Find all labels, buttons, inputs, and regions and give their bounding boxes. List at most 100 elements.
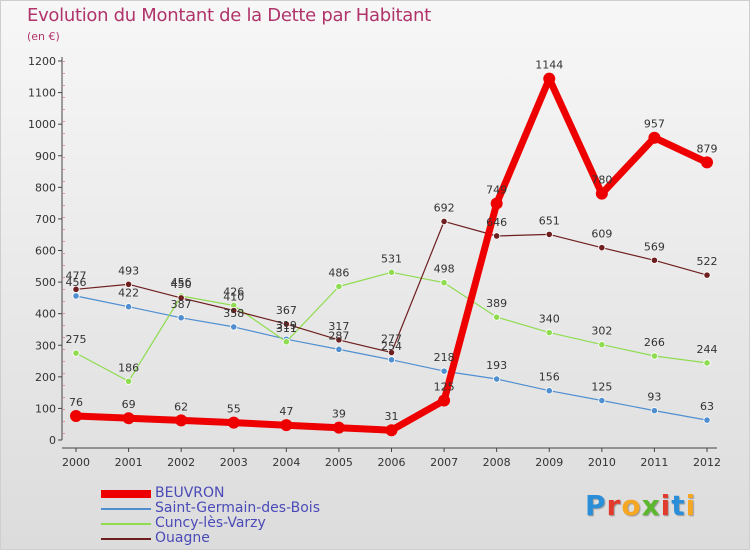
data-point	[440, 367, 448, 375]
data-label: 317	[328, 320, 349, 333]
data-point	[545, 387, 553, 395]
data-label: 47	[279, 405, 293, 418]
data-point	[703, 359, 711, 367]
data-point	[124, 280, 133, 288]
logo-letter: i	[660, 489, 672, 522]
data-label: 244	[697, 343, 718, 356]
logo-letter: i	[685, 489, 697, 522]
data-point	[122, 412, 135, 425]
data-label: 55	[227, 403, 241, 416]
legend-swatch	[101, 523, 151, 525]
data-label: 498	[434, 263, 455, 276]
logo-letter: t	[671, 489, 686, 522]
data-label: 31	[385, 410, 399, 423]
data-point	[701, 156, 713, 169]
data-point	[387, 268, 396, 276]
data-label: 410	[223, 291, 244, 304]
data-point	[703, 416, 711, 424]
data-point	[387, 348, 396, 357]
data-label: 531	[381, 252, 402, 265]
data-label: 957	[644, 118, 665, 131]
data-point	[335, 336, 343, 344]
x-tick-label: 2010	[588, 456, 616, 469]
data-label: 1144	[535, 59, 563, 72]
data-point	[703, 271, 711, 279]
data-label: 266	[644, 336, 665, 349]
data-label: 340	[539, 313, 560, 326]
data-point	[227, 416, 240, 429]
x-tick-label: 2003	[220, 456, 248, 469]
legend-label: Cuncy-lès-Varzy	[155, 515, 266, 531]
data-point	[650, 407, 659, 415]
legend-swatch	[101, 538, 151, 540]
data-label: 39	[332, 408, 346, 421]
y-tick-label: 600	[35, 245, 56, 258]
x-tick-label: 2004	[272, 456, 300, 469]
data-label: 156	[539, 371, 560, 384]
data-label: 193	[486, 359, 507, 372]
data-label: 780	[591, 174, 612, 187]
data-label: 426	[223, 285, 244, 298]
data-point	[490, 197, 503, 210]
data-point	[545, 329, 553, 337]
x-tick-label: 2012	[693, 456, 721, 469]
data-label: 93	[647, 391, 661, 404]
y-tick-label: 300	[35, 339, 56, 352]
data-label: 456	[66, 276, 87, 289]
y-tick-label: 700	[35, 213, 56, 226]
data-label: 486	[328, 267, 349, 280]
data-label: 69	[122, 398, 136, 411]
data-label: 692	[434, 201, 455, 214]
x-tick-label: 2007	[430, 456, 458, 469]
data-label: 62	[174, 400, 188, 413]
data-label: 287	[328, 329, 349, 342]
data-point	[124, 303, 133, 311]
logo-letter: o	[621, 489, 642, 522]
x-tick-label: 2000	[62, 456, 90, 469]
data-point	[493, 313, 501, 321]
data-label: 125	[591, 381, 612, 394]
data-label: 275	[66, 333, 87, 346]
logo-letter: x	[641, 489, 661, 522]
data-point	[72, 292, 80, 300]
data-label: 319	[276, 319, 297, 332]
data-point	[72, 349, 80, 357]
data-label: 456	[171, 276, 192, 289]
data-label: 450	[171, 278, 192, 291]
x-tick-label: 2006	[378, 456, 406, 469]
data-label: 522	[697, 255, 718, 268]
data-point	[175, 414, 188, 427]
data-label: 387	[171, 298, 192, 311]
y-tick-label: 1100	[28, 87, 56, 100]
y-tick-label: 100	[35, 402, 56, 415]
data-label: 646	[486, 216, 507, 229]
legend-swatch	[101, 490, 151, 498]
data-label: 422	[118, 287, 139, 300]
data-point	[493, 232, 501, 240]
y-tick-label: 800	[35, 181, 56, 194]
data-label: 186	[118, 361, 139, 374]
data-point	[70, 409, 82, 422]
data-point	[335, 282, 343, 291]
logo-letter: r	[606, 489, 622, 522]
data-point	[595, 187, 608, 200]
data-point	[177, 314, 185, 322]
y-tick-label: 900	[35, 150, 56, 163]
x-tick-label: 2002	[167, 456, 195, 469]
data-point	[387, 356, 396, 364]
data-labels: 456 422 387 358 319 287 254 218 193 156 125 93 63 275…	[66, 59, 718, 424]
data-point	[385, 424, 398, 437]
data-point	[72, 285, 80, 293]
x-tick-label: 2001	[115, 456, 143, 469]
data-point	[545, 230, 553, 238]
data-point	[543, 72, 556, 85]
data-point	[650, 352, 659, 360]
legend-label: Saint-Germain-des-Bois	[155, 500, 320, 516]
data-label: 277	[381, 333, 402, 346]
data-point	[177, 294, 185, 302]
chart-title: Evolution du Montant de la Dette par Hab…	[27, 5, 431, 26]
x-tick-label: 2009	[535, 456, 563, 469]
data-point	[282, 338, 290, 346]
